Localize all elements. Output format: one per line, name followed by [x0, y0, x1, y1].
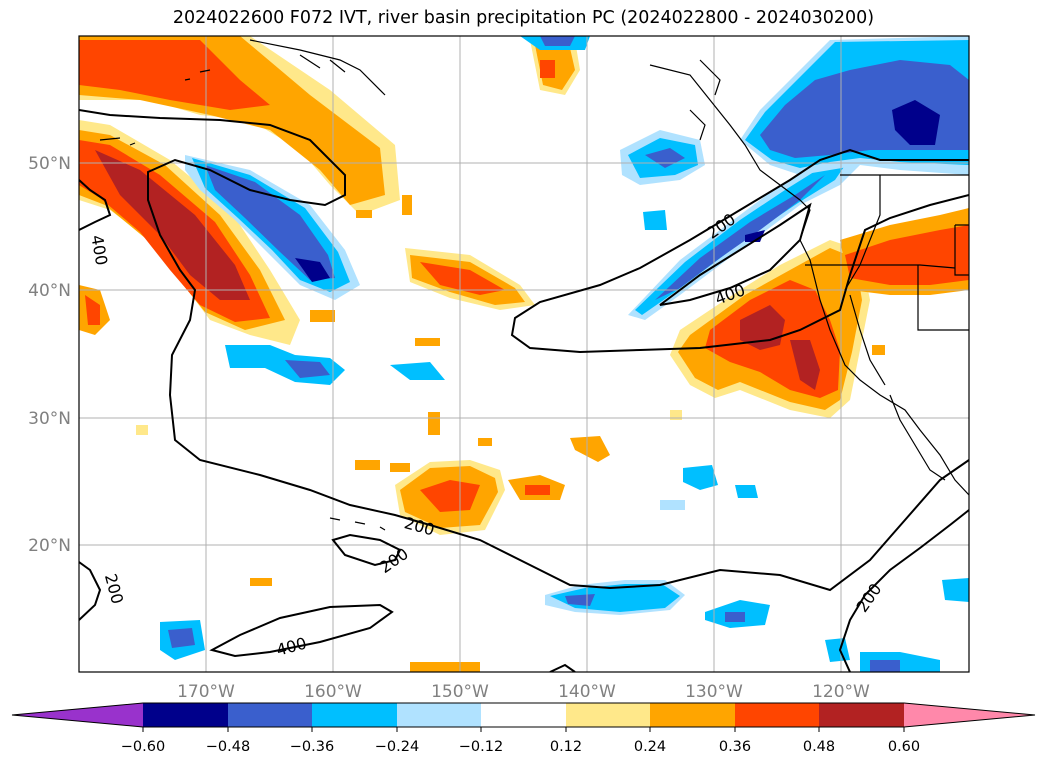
- longitude-labels: 170°W 160°W 150°W 140°W 130°W 120°W: [177, 682, 870, 702]
- map-frame: [78, 35, 970, 673]
- colorbar-bin-4: [397, 703, 481, 727]
- colorbar-bin-1: [143, 703, 228, 727]
- colorbar-bin-9: [819, 703, 904, 727]
- colorbar-tick-8: 0.48: [803, 739, 835, 755]
- colorbar-tick-5: 0.12: [550, 739, 582, 755]
- lon-label-160w: 160°W: [304, 682, 362, 702]
- lon-label-150w: 150°W: [431, 682, 489, 702]
- colorbar-bin-3: [312, 703, 397, 727]
- colorbar-tick-3: −0.24: [375, 739, 419, 755]
- colorbar-tick-9: 0.60: [888, 739, 920, 755]
- map-area: 400 200 400 200 200 200 400 200: [79, 36, 969, 672]
- colorbar-extend-low: [12, 703, 143, 727]
- colorbar-tick-7: 0.36: [719, 739, 751, 755]
- ivt-contours: [79, 109, 969, 672]
- lon-label-140w: 140°W: [558, 682, 616, 702]
- colorbar-bin-5: [481, 703, 566, 727]
- lon-label-130w: 130°W: [685, 682, 743, 702]
- lon-label-120w: 120°W: [812, 682, 870, 702]
- colorbar-bin-2: [228, 703, 312, 727]
- colorbar-tick-2: −0.36: [290, 739, 334, 755]
- colorbar-bin-6: [566, 703, 650, 727]
- lat-label-40n: 40°N: [28, 281, 71, 301]
- colorbar: −0.60 −0.48 −0.36 −0.24 −0.12 0.12 0.24 …: [11, 702, 1036, 755]
- coastlines: [99, 39, 969, 531]
- negative-pc-shading: [160, 36, 969, 672]
- map-title: 2024022600 F072 IVT, river basin precipi…: [172, 8, 875, 28]
- colorbar-tick-6: 0.24: [634, 739, 666, 755]
- colorbar-extend-high: [904, 703, 1035, 727]
- lat-label-50n: 50°N: [28, 154, 71, 174]
- colorbar-tick-0: −0.60: [121, 739, 165, 755]
- latitude-labels: 50°N 40°N 30°N 20°N: [28, 154, 71, 556]
- colorbar-tick-1: −0.48: [206, 739, 250, 755]
- colorbar-tick-4: −0.12: [459, 739, 503, 755]
- lat-label-20n: 20°N: [28, 536, 71, 556]
- colorbar-bin-8: [735, 703, 819, 727]
- gridlines: [79, 36, 969, 672]
- lat-label-30n: 30°N: [28, 409, 71, 429]
- lon-label-170w: 170°W: [177, 682, 235, 702]
- colorbar-bin-7: [650, 703, 735, 727]
